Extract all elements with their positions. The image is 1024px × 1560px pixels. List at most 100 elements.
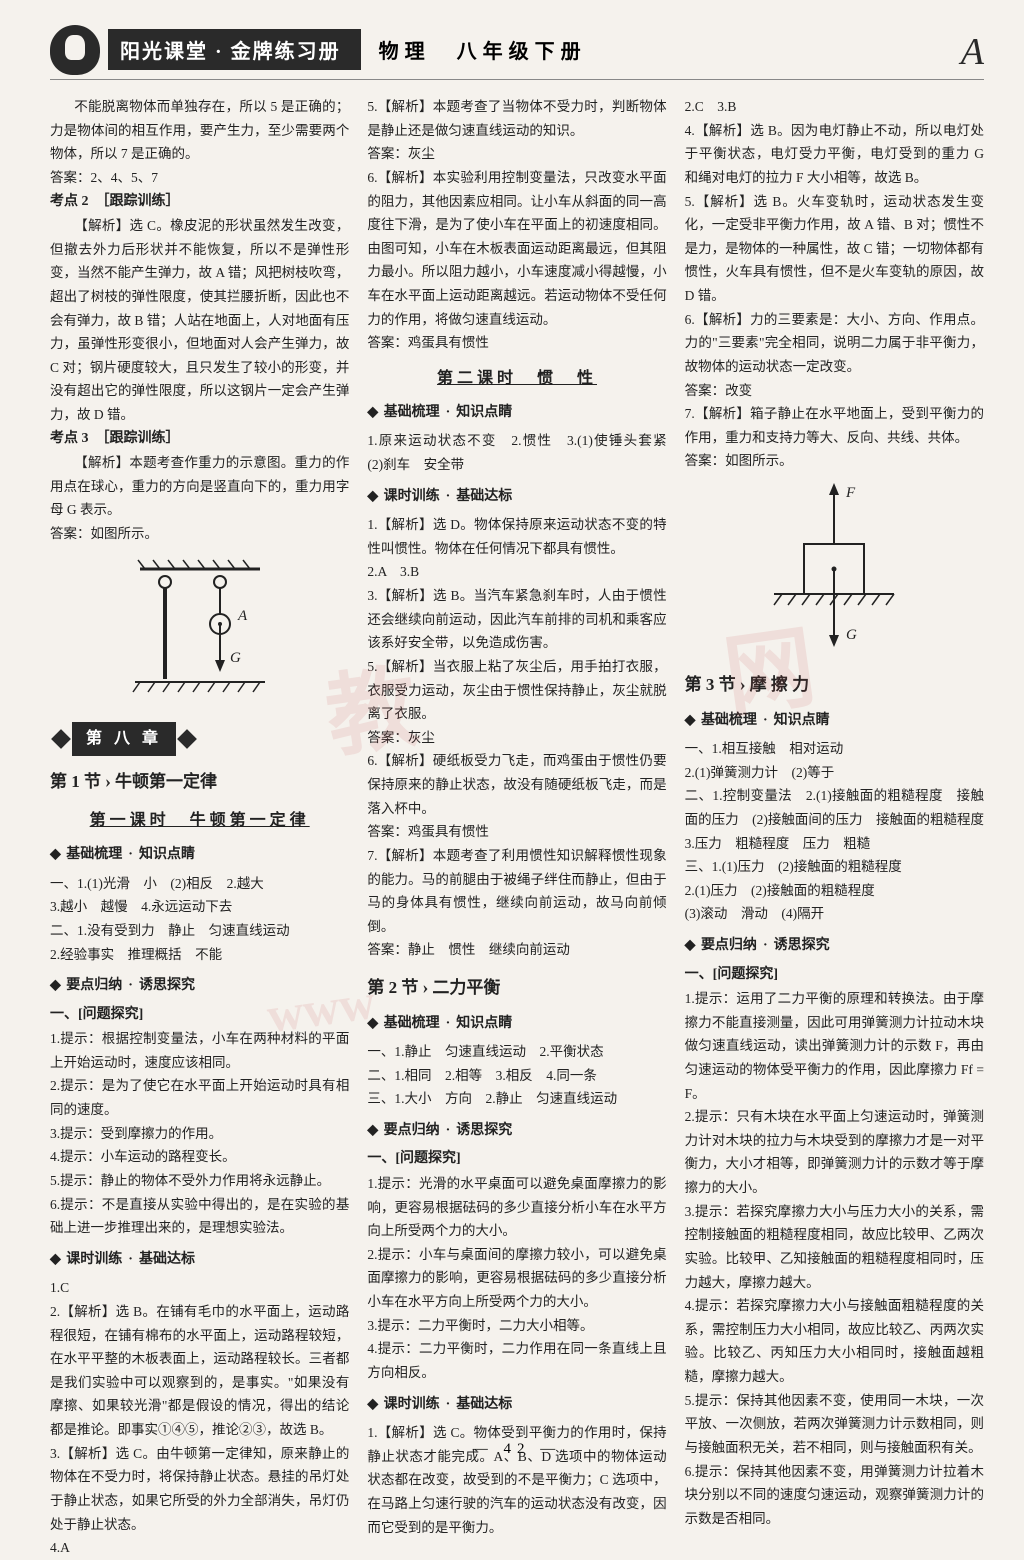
column-1: 不能脱离物体而单独存在，所以 5 是正确的；力是物体间的相互作用，要产生力，至少… [50, 95, 349, 1435]
c1-t3: 3.【解析】选 C。由牛顿第一定律知，原来静止的物体在不受力时，将保持静止状态。… [50, 1442, 349, 1537]
c1-t2: 2.【解析】选 B。在铺有毛巾的水平面上，运动路程很短，在铺有棉布的水平面上，运… [50, 1300, 349, 1442]
node-2-title: 第 2 节 › 二力平衡 [367, 972, 666, 1004]
c2-q2: 2.提示：小车与桌面间的摩擦力较小，可以避免桌面摩擦力的影响，更容易根据砝码的多… [367, 1243, 666, 1314]
sh-basic-2: 基础梳理·知识点睛 [367, 401, 666, 426]
c3-t2: 2.C 3.B [685, 95, 984, 119]
c2-b3: 二、1.相同 2.相等 3.相反 4.同一条 [367, 1064, 666, 1088]
c2-q1: 1.提示：光滑的水平桌面可以避免桌面摩擦力的影响，更容易根据砝码的多少直接分析小… [367, 1172, 666, 1243]
c2-ans6: 答案：鸡蛋具有惯性 [367, 331, 666, 355]
c3-q6: 6.提示：保持其他因素不变，用弹簧测力计拉着木块分别以不同的速度匀速运动，观察弹… [685, 1460, 984, 1531]
chapter-8-band: 第 八 章 [50, 722, 349, 756]
c2-tt1: 1.【解析】选 C。物体受到平衡力的作用时，保持静止状态才能完成。A、B、D 选… [367, 1421, 666, 1539]
node-1-title: 第 1 节 › 牛顿第一定律 [50, 766, 349, 798]
lesson-1-title: 第一课时 牛顿第一定律 [50, 807, 349, 835]
node-3-number: 第 3 节 [685, 670, 736, 700]
c2-t5: 5.【解析】当衣服上粘了灰尘后，用手拍打衣服，衣服受力运动，灰尘由于惯性保持静止… [367, 655, 666, 726]
c2-b4: 三、1.大小 方向 2.静止 匀速直线运动 [367, 1087, 666, 1111]
chevron-right-icon: › [740, 669, 746, 701]
chevron-right-icon: › [422, 972, 428, 1004]
sh-key-3: 要点归纳·诱思探究 [685, 934, 984, 959]
c3-t6: 6.【解析】力的三要素是：大小、方向、作用点。力的"三要素"完全相同，说明二力属… [685, 308, 984, 379]
c2-b1: 1.原来运动状态不变 2.惯性 3.(1)使锤头套紧 (2)刹车 安全带 [367, 429, 666, 476]
c2-ans6b: 答案：鸡蛋具有惯性 [367, 820, 666, 844]
fig2-label-F: F [845, 485, 856, 501]
diamond-icon [51, 729, 71, 749]
fig1-label-G: G [230, 650, 241, 666]
c2-t7: 7.【解析】本题考查了利用惯性知识解释惯性现象的能力。马的前腿由于被绳子绊住而静… [367, 844, 666, 939]
c2-t2: 2.A 3.B [367, 560, 666, 584]
c3-q3: 3.提示：若探究摩擦力大小与压力大小的关系，需控制接触面的粗糙程度相同，故应比较… [685, 1200, 984, 1295]
c3-q2: 2.提示：只有木块在水平面上匀速运动时，弹簧测力计对木块的拉力与木块受到的摩擦力… [685, 1105, 984, 1200]
node-1-text: 牛顿第一定律 [115, 767, 217, 797]
header-brand: 阳光课堂 · 金牌练习册 [108, 29, 361, 70]
c2-qhead: 一、[问题探究] [367, 1147, 666, 1172]
sh-basic-1: 基础梳理·知识点睛 [50, 843, 349, 868]
header-logo-icon [50, 25, 100, 75]
header-decoration: A [961, 30, 984, 74]
c3-q4: 4.提示：若探究摩擦力大小与接触面粗糙程度的关系，需控制压力大小相同，故应比较乙… [685, 1294, 984, 1389]
beam-svg: A G [110, 554, 290, 704]
c3-ans7: 答案：如图所示。 [685, 449, 984, 473]
c2-p5: 5.【解析】本题考查了当物体不受力时，判断物体是静止还是做匀速直线运动的知识。 [367, 95, 666, 142]
c3-b3: 二、1.控制变量法 2.(1)接触面的粗糙程度 接触面的压力 (2)接触面间的压… [685, 784, 984, 855]
c2-q3: 3.提示：二力平衡时，二力大小相等。 [367, 1314, 666, 1338]
c3-q1: 1.提示：运用了二力平衡的原理和转换法。由于摩擦力不能直接测量，因此可用弹簧测力… [685, 987, 984, 1105]
c1-q5: 5.提示：静止的物体不受外力作用将永远静止。 [50, 1169, 349, 1193]
c1-q3: 3.提示：受到摩擦力的作用。 [50, 1122, 349, 1146]
node-3-text: 摩 擦 力 [750, 670, 810, 700]
c1-b1: 一、1.(1)光滑 小 (2)相反 2.越大 [50, 872, 349, 896]
c1-ans1: 答案：2、4、5、7 [50, 166, 349, 190]
c3-b4: 三、1.(1)压力 (2)接触面的粗糙程度 [685, 855, 984, 879]
c1-para1: 不能脱离物体而单独存在，所以 5 是正确的；力是物体间的相互作用，要产生力，至少… [50, 95, 349, 166]
c1-kp3: 考点 3 ［跟踪训练］ [50, 427, 349, 452]
c3-b1: 一、1.相互接触 相对运动 [685, 737, 984, 761]
c1-b4: 2.经验事实 推理概括 不能 [50, 943, 349, 967]
node-2-text: 二力平衡 [432, 973, 500, 1003]
c2-q4: 4.提示：二力平衡时，二力作用在同一条直线上且方向相反。 [367, 1337, 666, 1384]
sh-train-1: 课时训练·基础达标 [50, 1248, 349, 1273]
c2-ans5b: 答案：灰尘 [367, 726, 666, 750]
c1-kp2: 考点 2 ［跟踪训练］ [50, 190, 349, 215]
c1-q4: 4.提示：小车运动的路程变长。 [50, 1145, 349, 1169]
page-header: 阳光课堂 · 金牌练习册 物理 八年级下册 A [50, 20, 984, 80]
node-3-title: 第 3 节 › 摩 擦 力 [685, 669, 984, 701]
c1-para2: 【解析】选 C。橡皮泥的形状虽然发生改变，但撤去外力后形状并不能恢复，所以不是弹… [50, 214, 349, 427]
lesson-2-title: 第二课时 惯 性 [367, 365, 666, 393]
content-columns: 不能脱离物体而单独存在，所以 5 是正确的；力是物体间的相互作用，要产生力，至少… [50, 95, 984, 1435]
figure-beam-gravity: A G [110, 554, 290, 704]
c3-t5: 5.【解析】选 B。火车变轨时，运动状态发生变化，一定受非平衡力作用，故 A 错… [685, 190, 984, 308]
c3-t4: 4.【解析】选 B。因为电灯静止不动，所以电灯处于平衡状态，电灯受力平衡，电灯受… [685, 119, 984, 190]
sh-key-2: 要点归纳·诱思探究 [367, 1119, 666, 1144]
c2-t1: 1.【解析】选 D。物体保持原来运动状态不变的特性叫惯性。物体在任何情况下都具有… [367, 513, 666, 560]
page-container: 阳光课堂 · 金牌练习册 物理 八年级下册 A 不能脱离物体而单独存在，所以 5… [0, 0, 1024, 1490]
c1-qhead: 一、[问题探究] [50, 1003, 349, 1028]
chapter-8-label: 第 八 章 [72, 722, 176, 756]
column-2: 5.【解析】本题考查了当物体不受力时，判断物体是静止还是做匀速直线运动的知识。 … [367, 95, 666, 1435]
c3-b6: (3)滚动 滑动 (4)隔开 [685, 902, 984, 926]
c2-t3: 3.【解析】选 B。当汽车紧急刹车时，人由于惯性还会继续向前运动，因此汽车前排的… [367, 584, 666, 655]
column-3: 2.C 3.B 4.【解析】选 B。因为电灯静止不动，所以电灯处于平衡状态，电灯… [685, 95, 984, 1435]
sh-basic-3: 基础梳理·知识点睛 [367, 1012, 666, 1037]
c1-b2: 3.越小 越慢 4.永远运动下去 [50, 895, 349, 919]
c2-b2: 一、1.静止 匀速直线运动 2.平衡状态 [367, 1040, 666, 1064]
c1-b3: 二、1.没有受到力 静止 匀速直线运动 [50, 919, 349, 943]
c1-q2: 2.提示：是为了使它在水平面上开始运动时具有相同的速度。 [50, 1074, 349, 1121]
sh-key-1: 要点归纳·诱思探究 [50, 974, 349, 999]
c2-t6: 6.【解析】硬纸板受力飞走，而鸡蛋由于惯性仍要保持原来的静止状态，故没有随硬纸板… [367, 749, 666, 820]
c3-q5: 5.提示：保持其他因素不变，使用同一木块，一次平放、一次侧放，若两次弹簧测力计示… [685, 1389, 984, 1460]
node-2-number: 第 2 节 [367, 973, 418, 1003]
c2-ans7: 答案：静止 惯性 继续向前运动 [367, 938, 666, 962]
c1-t1: 1.C [50, 1276, 349, 1300]
node-1-number: 第 1 节 [50, 767, 101, 797]
c3-ans6: 答案：改变 [685, 379, 984, 403]
sh-train-3: 课时训练·基础达标 [367, 1393, 666, 1418]
c3-t7: 7.【解析】箱子静止在水平地面上，受到平衡力的作用，重力和支持力等大、反向、共线… [685, 402, 984, 449]
header-subject: 物理 八年级下册 [379, 35, 587, 64]
c1-ans3: 答案：如图所示。 [50, 522, 349, 546]
c1-para3: 【解析】本题考查作重力的示意图。重力的作用点在球心，重力的方向是竖直向下的，重力… [50, 451, 349, 522]
c2-p6: 6.【解析】本实验利用控制变量法，只改变水平面的阻力，其他因素应相同。让小车从斜… [367, 166, 666, 331]
figure-box-forces: F G [754, 479, 914, 659]
c1-t4: 4.A [50, 1536, 349, 1560]
sh-train-2: 课时训练·基础达标 [367, 485, 666, 510]
c3-b2: 2.(1)弹簧测力计 (2)等于 [685, 761, 984, 785]
